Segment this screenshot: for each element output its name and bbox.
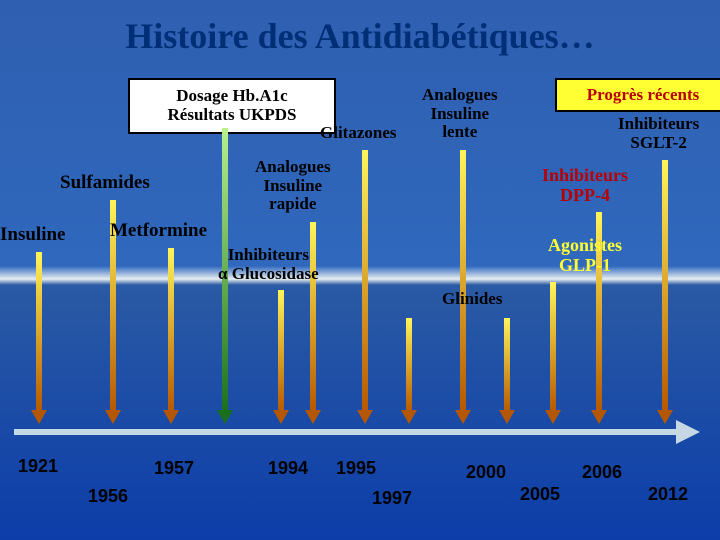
label-sulfamides: Sulfamides [60, 173, 150, 194]
arrow-a_metfo [168, 248, 174, 422]
arrow-a_lente [460, 150, 466, 422]
label-glinides: Glinides [442, 290, 502, 309]
year-1956: 1956 [88, 486, 128, 507]
arrow-a_gluco [278, 290, 284, 422]
label-glitazones: Glitazones [320, 124, 397, 143]
label-ana_lente: Analogues Insuline lente [422, 86, 498, 142]
arrow-a_sglt2 [662, 160, 668, 422]
year-1995: 1995 [336, 458, 376, 479]
year-1957: 1957 [154, 458, 194, 479]
arrow-a_glp1 [550, 282, 556, 422]
timeline-arrowhead [676, 420, 700, 444]
label-dpp4: Inhibiteurs DPP-4 [542, 166, 628, 206]
year-2012: 2012 [648, 484, 688, 505]
arrow-a_insuline [36, 252, 42, 422]
label-sglt2: Inhibiteurs SGLT-2 [618, 115, 699, 152]
box-recent: Progrès récents [555, 78, 720, 112]
year-1921: 1921 [18, 456, 58, 477]
label-insuline: Insuline [0, 225, 65, 246]
page-title: Histoire des Antidiabétiques… [0, 15, 720, 57]
arrow-a_gli2 [504, 318, 510, 422]
arrow-a_gli1 [406, 318, 412, 422]
label-inh_gluco: Inhibiteurs α Glucosidase [218, 246, 319, 283]
year-2006: 2006 [582, 462, 622, 483]
label-metformine: Metformine [110, 221, 207, 242]
year-1994: 1994 [268, 458, 308, 479]
label-glp1: Agonistes GLP-1 [548, 236, 622, 276]
label-ana_rapide: Analogues Insuline rapide [255, 158, 331, 214]
year-1997: 1997 [372, 488, 412, 509]
box-hba1c: Dosage Hb.A1c Résultats UKPDS [128, 78, 336, 134]
year-2005: 2005 [520, 484, 560, 505]
arrow-a_glita [362, 150, 368, 422]
year-2000: 2000 [466, 462, 506, 483]
timeline-axis [14, 429, 676, 435]
